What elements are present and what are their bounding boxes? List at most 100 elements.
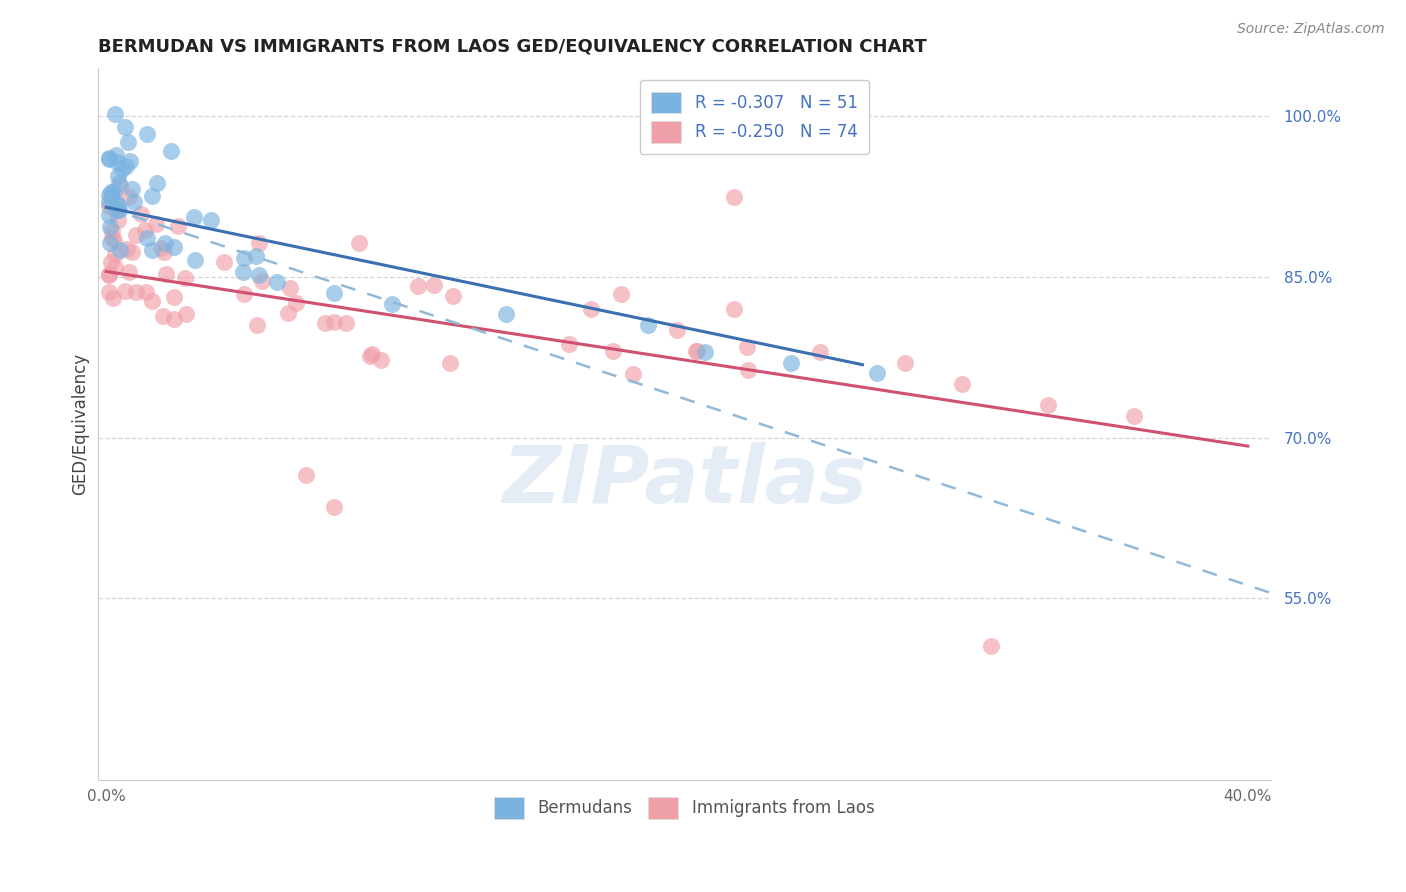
- Point: [423, 278, 446, 293]
- Point: [495, 307, 517, 321]
- Point: [98, 236, 121, 251]
- Point: [735, 340, 758, 354]
- Point: [183, 210, 205, 224]
- Point: [98, 285, 121, 299]
- Point: [118, 153, 141, 168]
- Text: Source: ZipAtlas.com: Source: ZipAtlas.com: [1237, 22, 1385, 37]
- Point: [98, 219, 121, 234]
- Point: [98, 195, 121, 210]
- Point: [322, 315, 344, 329]
- Point: [105, 148, 128, 162]
- Point: [163, 240, 186, 254]
- Point: [104, 202, 127, 217]
- Point: [98, 268, 121, 282]
- Point: [439, 356, 461, 370]
- Point: [129, 207, 152, 221]
- Point: [107, 213, 129, 227]
- Point: [685, 343, 707, 358]
- Point: [136, 127, 159, 141]
- Point: [380, 296, 402, 310]
- Point: [277, 306, 299, 320]
- Point: [125, 285, 148, 299]
- Point: [232, 286, 254, 301]
- Point: [135, 285, 157, 299]
- Point: [152, 310, 174, 324]
- Point: [232, 251, 254, 265]
- Point: [146, 176, 169, 190]
- Point: [155, 267, 177, 281]
- Point: [980, 640, 1002, 654]
- Point: [114, 284, 136, 298]
- Point: [950, 376, 973, 391]
- Point: [141, 243, 163, 257]
- Point: [894, 355, 917, 369]
- Legend: Bermudans, Immigrants from Laos: Bermudans, Immigrants from Laos: [486, 790, 882, 825]
- Point: [370, 352, 392, 367]
- Point: [723, 301, 745, 316]
- Point: [323, 500, 346, 515]
- Point: [1036, 398, 1059, 412]
- Point: [98, 151, 121, 165]
- Point: [780, 355, 803, 369]
- Point: [557, 337, 579, 351]
- Point: [108, 243, 131, 257]
- Point: [105, 196, 128, 211]
- Point: [637, 318, 659, 332]
- Point: [361, 346, 384, 360]
- Point: [118, 189, 141, 203]
- Point: [103, 291, 125, 305]
- Point: [665, 323, 688, 337]
- Point: [406, 279, 429, 293]
- Point: [141, 188, 163, 202]
- Point: [723, 189, 745, 203]
- Point: [335, 316, 357, 330]
- Point: [162, 290, 184, 304]
- Point: [98, 268, 121, 282]
- Point: [117, 136, 139, 150]
- Point: [359, 350, 381, 364]
- Point: [104, 247, 127, 261]
- Point: [101, 224, 124, 238]
- Point: [160, 145, 183, 159]
- Point: [100, 230, 122, 244]
- Point: [314, 316, 336, 330]
- Point: [107, 203, 129, 218]
- Point: [167, 219, 190, 234]
- Point: [98, 152, 121, 166]
- Point: [115, 242, 138, 256]
- Point: [118, 264, 141, 278]
- Point: [581, 301, 603, 316]
- Point: [110, 178, 132, 193]
- Point: [101, 190, 124, 204]
- Point: [610, 286, 633, 301]
- Point: [349, 235, 371, 250]
- Point: [100, 190, 122, 204]
- Point: [103, 233, 125, 247]
- Point: [105, 155, 128, 169]
- Point: [121, 245, 143, 260]
- Point: [114, 159, 136, 173]
- Point: [250, 274, 273, 288]
- Point: [104, 260, 127, 274]
- Point: [184, 253, 207, 268]
- Point: [602, 343, 624, 358]
- Point: [104, 107, 127, 121]
- Point: [247, 268, 270, 282]
- Point: [1122, 409, 1144, 423]
- Point: [153, 244, 176, 259]
- Point: [621, 368, 644, 382]
- Point: [245, 249, 267, 263]
- Point: [114, 120, 136, 135]
- Text: BERMUDAN VS IMMIGRANTS FROM LAOS GED/EQUIVALENCY CORRELATION CHART: BERMUDAN VS IMMIGRANTS FROM LAOS GED/EQU…: [97, 37, 927, 55]
- Point: [122, 195, 145, 210]
- Y-axis label: GED/Equivalency: GED/Equivalency: [72, 353, 89, 495]
- Point: [100, 185, 122, 199]
- Point: [200, 213, 222, 227]
- Point: [173, 271, 195, 285]
- Point: [150, 241, 173, 255]
- Point: [176, 307, 198, 321]
- Point: [441, 289, 464, 303]
- Point: [695, 344, 717, 359]
- Point: [111, 161, 134, 176]
- Point: [808, 344, 831, 359]
